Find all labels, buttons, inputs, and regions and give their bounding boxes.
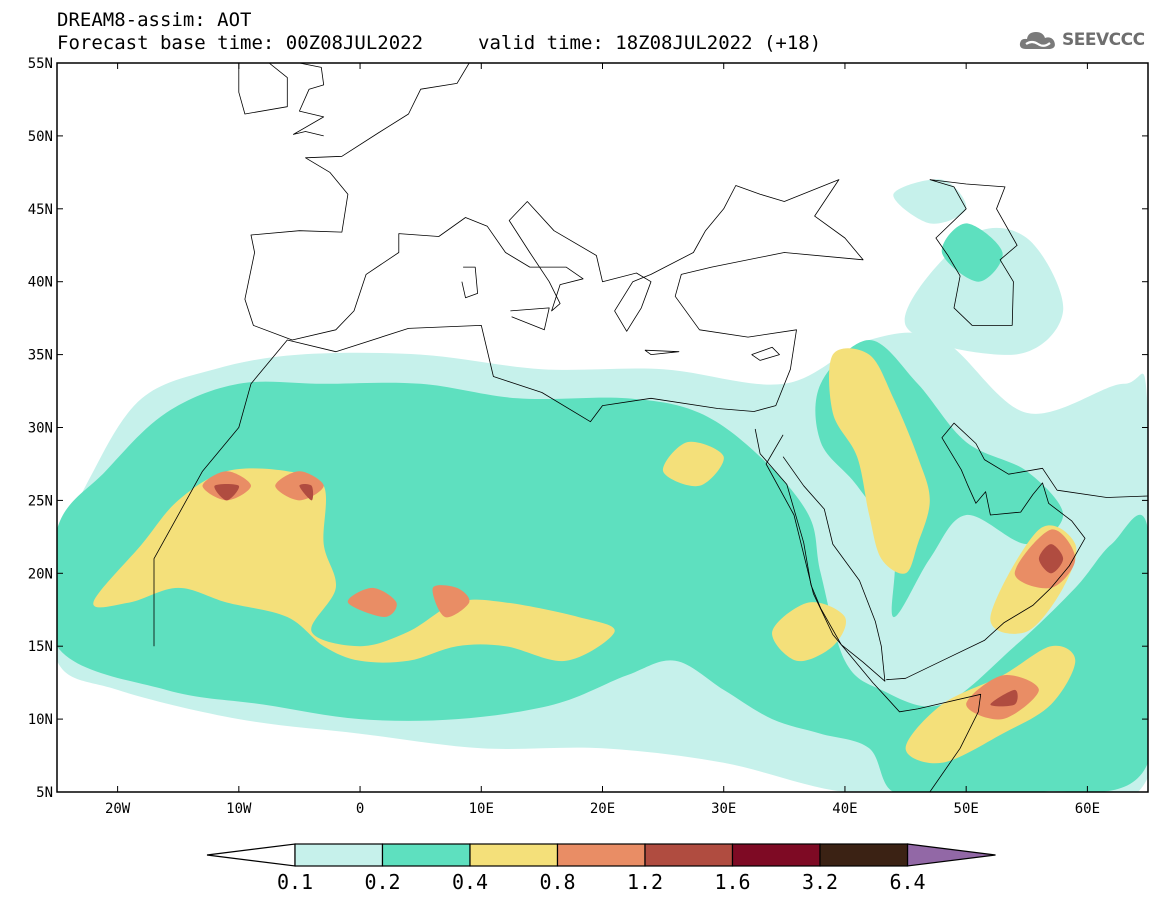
coastline-1 [765, 434, 982, 792]
lat-tick-label: 15N [28, 639, 53, 655]
cloud-icon [1019, 32, 1055, 49]
colorbar-label: 0.8 [539, 870, 575, 894]
coastline-7 [510, 307, 550, 331]
colorbar-label: 1.6 [714, 870, 750, 894]
aot-region-0.4-1 [829, 348, 930, 574]
coastline-8 [644, 349, 680, 355]
coastline-9 [751, 346, 780, 361]
aot-region-0.1-2 [893, 179, 967, 224]
colorbar-label: 0.1 [277, 870, 313, 894]
lon-tick-label: 10W [226, 801, 252, 817]
aot-region-0.8-2 [347, 587, 397, 617]
aot-region-0.4-0 [93, 468, 615, 663]
colorbar-segment [731, 843, 821, 867]
aot-fields [57, 179, 1148, 792]
colorbar-label: 0.4 [452, 870, 488, 894]
aot-region-0.4-4 [772, 602, 847, 662]
aot-region-0.2-2 [941, 223, 1003, 282]
lon-tick-label: 20E [590, 801, 615, 817]
lon-tick-label: 40E [832, 801, 857, 817]
aot-region-0.2-0 [57, 381, 1148, 792]
lon-tick-label: 60E [1075, 801, 1100, 817]
colorbar-segment [556, 843, 646, 867]
lat-tick-label: 45N [28, 202, 53, 218]
coastline-4 [929, 179, 1018, 326]
aot-region-0.8-3 [432, 585, 470, 618]
map-title: DREAM8-assim: AOT [57, 9, 252, 31]
lon-tick-label: 50E [954, 801, 979, 817]
lat-tick-label: 35N [28, 348, 53, 364]
aot-region-0.1-1 [904, 227, 1064, 355]
coastline-6 [461, 266, 478, 299]
coastline-2 [754, 428, 886, 682]
coastline-3 [886, 422, 1148, 681]
colorbar: 0.1 0.2 0.4 0.8 1.2 1.6 3.2 6.4 [206, 843, 996, 894]
colorbar-segment [469, 843, 559, 867]
aot-region-0.4-5 [662, 441, 724, 487]
seevccc-logo: SEEVCCC [1018, 26, 1145, 54]
colorbar-over-arrow [906, 843, 996, 867]
aot-region-1.2-2 [1038, 544, 1064, 574]
lon-tick-label: 10E [469, 801, 494, 817]
lat-tick-label: 10N [28, 712, 53, 728]
lat-tick-label: 30N [28, 421, 53, 437]
colorbar-label: 1.2 [627, 870, 663, 894]
colorbar-segment [381, 843, 471, 867]
coastline-0 [153, 63, 864, 647]
colorbar-segment [294, 843, 384, 867]
colorbar-label: 3.2 [802, 870, 838, 894]
valid-time: valid time: 18Z08JUL2022 (+18) [478, 32, 822, 54]
lat-tick-label: 5N [36, 785, 53, 801]
colorbar-under-arrow [206, 843, 296, 867]
coastline-10 [238, 63, 288, 115]
lat-tick-label: 40N [28, 275, 53, 291]
logo-text: SEEVCCC [1062, 30, 1145, 50]
coastline-5 [293, 63, 325, 137]
aot-region-1.2-3 [990, 689, 1018, 707]
coastlines [153, 63, 1148, 792]
lon-tick-label: 30E [711, 801, 736, 817]
axis-ticks: 20W 10W 0 10E 20E 30E 40E 50E 60E 55N 50N 45N 40N 35N… [28, 56, 1148, 817]
forecast-base-time: Forecast base time: 00Z08JUL2022 [57, 32, 424, 54]
lon-tick-label: 20W [105, 801, 131, 817]
colorbar-label: 6.4 [889, 870, 925, 894]
lat-tick-label: 55N [28, 56, 53, 72]
lat-tick-label: 20N [28, 566, 53, 582]
lat-tick-label: 25N [28, 493, 53, 509]
lon-tick-label: 0 [356, 801, 364, 817]
aot-region-1.2-0 [214, 484, 240, 501]
lat-tick-label: 50N [28, 129, 53, 145]
colorbar-label: 0.2 [364, 870, 400, 894]
aot-region-1.2-1 [299, 484, 314, 501]
colorbar-segment [819, 843, 909, 867]
colorbar-segment [644, 843, 734, 867]
